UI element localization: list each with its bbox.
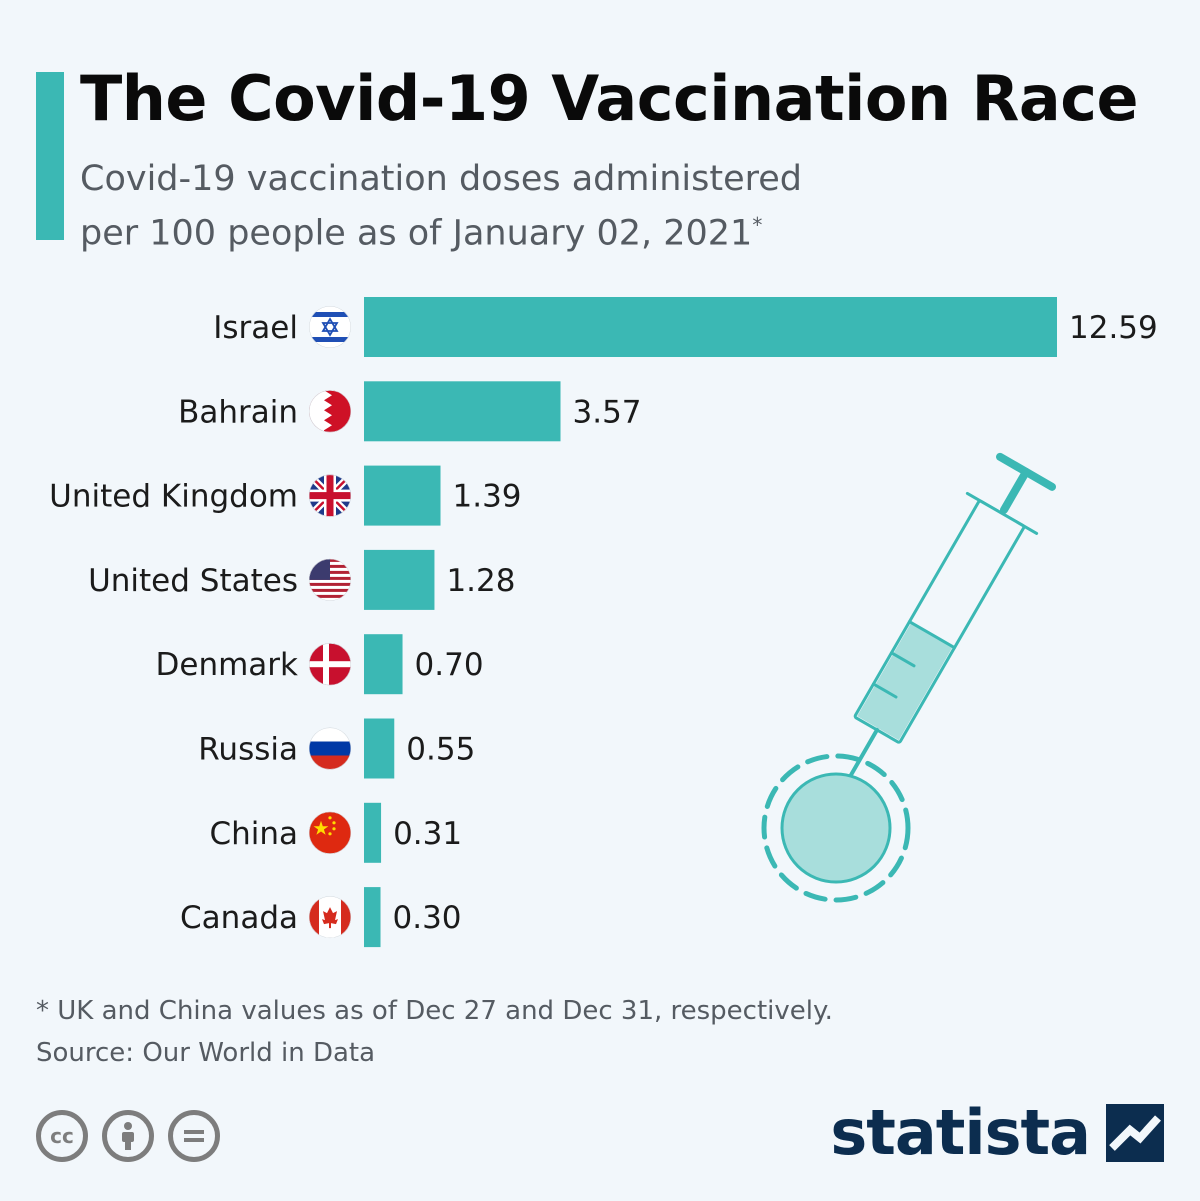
license-icons: cc [36, 1110, 220, 1162]
attribution-icon[interactable] [102, 1110, 154, 1162]
israel-flag-icon [309, 306, 351, 348]
creative-commons-icon[interactable]: cc [36, 1110, 88, 1162]
bar [364, 634, 403, 695]
subtitle-line-2: per 100 people as of January 02, 2021* [80, 202, 802, 257]
us-flag-icon [309, 558, 351, 601]
bar-row: China 0.31 [209, 802, 462, 863]
bar-row: United States 1.28 [88, 549, 515, 610]
bar [364, 887, 381, 948]
bar [364, 802, 382, 863]
statista-logo-icon [1106, 1103, 1164, 1162]
subtitle-footnote-marker: * [752, 213, 763, 237]
bar [364, 465, 441, 526]
bar-row: Israel 12.59 [213, 297, 1158, 357]
footnote-block: * UK and China values as of Dec 27 and D… [36, 990, 833, 1074]
bar-row: Denmark 0.70 [156, 634, 484, 695]
bars-layer: Israel 12.59 Bahrain 3.57 United Kingdom 1.39… [49, 297, 1158, 948]
category-label: United Kingdom [49, 479, 298, 515]
source-note: Source: Our World in Data [36, 1038, 376, 1068]
bar [364, 549, 435, 610]
bar-row: Canada 0.30 [180, 887, 462, 948]
value-label: 0.31 [393, 816, 462, 852]
category-label: United States [88, 563, 298, 599]
uk-flag-icon [309, 474, 351, 517]
footnote: * UK and China values as of Dec 27 and D… [36, 996, 833, 1026]
syringe-virus-icon [761, 452, 1056, 903]
value-label: 0.70 [415, 647, 484, 683]
bar [364, 718, 395, 779]
bar-row: Russia 0.55 [198, 718, 475, 779]
category-label: China [209, 816, 298, 852]
bahrain-flag-icon [309, 390, 351, 433]
bar-row: Bahrain 3.57 [178, 381, 642, 442]
value-label: 1.28 [446, 563, 515, 599]
category-label: Israel [213, 310, 298, 346]
bar-row: United Kingdom 1.39 [49, 465, 522, 526]
chart-subtitle: Covid-19 vaccination doses administered … [80, 156, 802, 257]
category-label: Bahrain [178, 394, 298, 430]
category-label: Denmark [156, 647, 299, 683]
russia-flag-icon [309, 727, 351, 770]
canada-flag-icon [309, 896, 351, 939]
category-label: Canada [180, 900, 298, 936]
value-label: 3.57 [573, 394, 642, 430]
subtitle-line-1: Covid-19 vaccination doses administered [80, 159, 802, 199]
denmark-flag-icon [309, 643, 351, 686]
no-derivatives-icon[interactable] [168, 1110, 220, 1162]
value-label: 1.39 [453, 479, 522, 515]
subtitle-line-2-text: per 100 people as of January 02, 2021 [80, 213, 753, 254]
value-label: 0.30 [393, 900, 462, 936]
statista-brand[interactable]: statista [830, 1096, 1164, 1169]
category-label: Russia [198, 732, 298, 768]
bar [364, 297, 1057, 357]
title-accent-bar [36, 72, 64, 240]
china-flag-icon [309, 811, 351, 854]
brand-name: statista [830, 1096, 1091, 1169]
value-label: 0.55 [406, 732, 475, 768]
chart-title: The Covid-19 Vaccination Race [80, 62, 1139, 135]
value-label: 12.59 [1069, 310, 1158, 346]
bar [364, 381, 561, 442]
bar-chart: Israel 12.59 Bahrain 3.57 United Kingdom 1.39… [49, 297, 1158, 948]
